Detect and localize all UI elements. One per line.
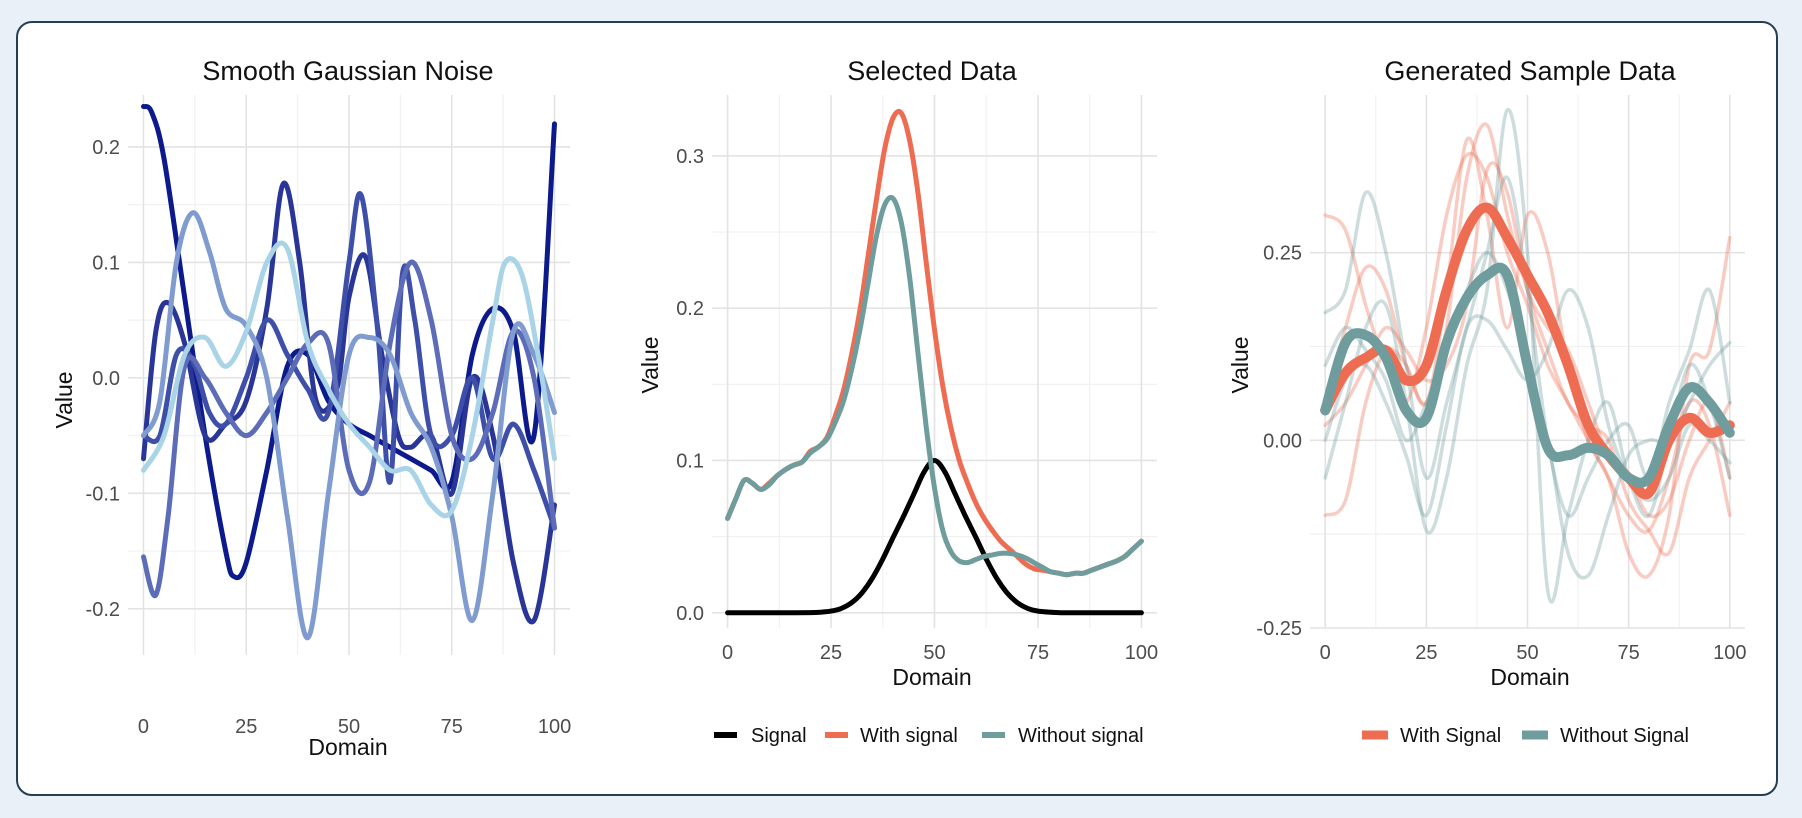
x-tick-label: 100	[1125, 642, 1158, 664]
series-line-series-3	[141, 259, 557, 599]
legend-item-with-signal: With signal	[825, 725, 958, 747]
y-tick-label: 0.25	[1263, 243, 1302, 265]
x-tick-label: 50	[338, 716, 360, 738]
legend-item-with-signal: With Signal	[1362, 725, 1501, 747]
x-tick-label: 100	[1713, 642, 1746, 664]
chart-1-y-axis-label: Value	[51, 371, 77, 428]
y-tick-label: 0.0	[676, 603, 704, 625]
chart-1-title: Smooth Gaussian Noise	[202, 56, 493, 86]
x-tick-label: 50	[923, 642, 945, 664]
legend-label-without-signal: Without Signal	[1560, 725, 1689, 747]
y-tick-label: 0.1	[92, 252, 120, 274]
chart-1-x-axis-label: Domain	[308, 734, 387, 760]
y-tick-label: 0.1	[676, 450, 704, 472]
series-line-without-signal	[1320, 262, 1735, 488]
y-tick-label: -0.25	[1256, 618, 1302, 640]
x-tick-label: 25	[820, 642, 842, 664]
x-tick-label: 25	[1415, 642, 1437, 664]
legend-item-signal: Signal	[714, 725, 807, 747]
x-tick-label: 100	[538, 716, 571, 738]
legend-label-without-signal: Without signal	[1018, 725, 1144, 747]
chart-smooth-gaussian-noise: Smooth Gaussian Noise 0 25 50 75 100 -0.2 -0.1…	[51, 56, 571, 760]
chart-2-legend: Signal With signal Without signal	[714, 725, 1144, 747]
series-line-series-1	[141, 180, 557, 625]
chart-3-x-axis-label: Domain	[1490, 664, 1569, 690]
x-tick-label: 25	[235, 716, 257, 738]
series-line-series-5	[141, 240, 557, 519]
y-tick-label: -0.2	[86, 599, 120, 621]
legend-label-with-signal: With signal	[860, 725, 958, 747]
figure-panel	[16, 21, 1778, 796]
y-tick-label: 0.00	[1263, 430, 1302, 452]
chart-3-title: Generated Sample Data	[1384, 56, 1676, 86]
chart-generated-sample-data: Generated Sample Data 0 25 50 75 100 -0.25 0.0…	[1227, 56, 1746, 747]
y-tick-label: -0.1	[86, 483, 120, 505]
chart-2-title: Selected Data	[847, 56, 1018, 86]
chart-2-y-axis-label: Value	[637, 336, 663, 393]
y-tick-label: 0.2	[676, 298, 704, 320]
x-tick-label: 75	[1618, 642, 1640, 664]
x-tick-label: 75	[1027, 642, 1049, 664]
series-line-without-signal	[725, 194, 1144, 578]
chart-3-y-axis-label: Value	[1227, 336, 1253, 393]
y-tick-label: 0.3	[676, 146, 704, 168]
series-line-series-4	[141, 210, 557, 641]
chart-3-legend: With Signal Without Signal	[1362, 725, 1689, 747]
x-tick-label: 50	[1516, 642, 1538, 664]
y-tick-label: 0.2	[92, 137, 120, 159]
series-line-series-2	[141, 191, 557, 531]
x-tick-label: 0	[722, 642, 733, 664]
chart-selected-data: Selected Data 0 25 50 75 100 0.0 0.1 0.2 0.3 Dom…	[637, 56, 1158, 747]
legend-item-without-signal: Without signal	[982, 725, 1144, 747]
x-tick-label: 0	[138, 716, 149, 738]
legend-label-with-signal: With Signal	[1400, 725, 1501, 747]
y-tick-label: 0.0	[92, 368, 120, 390]
x-tick-label: 0	[1320, 642, 1331, 664]
legend-item-without-signal: Without Signal	[1522, 725, 1689, 747]
sample-line-with-signal	[1323, 136, 1732, 579]
x-tick-label: 75	[441, 716, 463, 738]
chart-2-x-axis-label: Domain	[892, 664, 971, 690]
legend-label-signal: Signal	[751, 725, 807, 747]
